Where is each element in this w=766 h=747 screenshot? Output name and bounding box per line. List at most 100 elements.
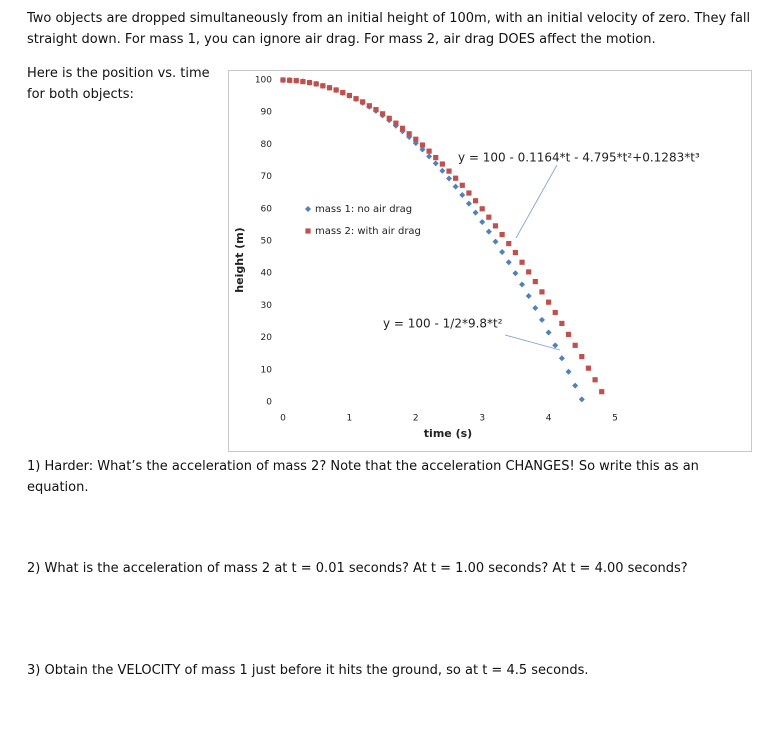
y-tick-label: 40: [261, 269, 273, 279]
data-point: [452, 183, 459, 190]
data-point: [406, 131, 412, 137]
chart-frame: [228, 70, 752, 452]
data-point: [472, 198, 479, 204]
data-point: [585, 365, 592, 371]
leader-line: [515, 164, 558, 239]
data-point: [479, 206, 485, 212]
data-point: [432, 160, 439, 167]
y-tick-label: 50: [261, 237, 273, 247]
data-point: [419, 146, 426, 153]
x-tick-label: 1: [347, 414, 353, 424]
annotation: y = 100 - 1/2*9.8*t²: [383, 317, 503, 331]
data-point: [373, 107, 379, 113]
x-tick-label: 3: [479, 414, 485, 424]
data-point: [579, 353, 585, 360]
data-point: [313, 81, 319, 87]
data-point: [433, 155, 439, 161]
x-tick-label: 5: [612, 414, 618, 424]
data-point: [306, 79, 313, 86]
data-point: [565, 368, 572, 375]
y-tick-label: 100: [255, 76, 272, 86]
data-point: [366, 103, 372, 109]
data-point: [499, 248, 506, 255]
data-point: [439, 167, 446, 174]
data-point: [453, 175, 459, 181]
legend-marker: [305, 206, 311, 212]
data-point: [413, 136, 419, 142]
chart: time (s) height (m) y = 100 - 0.1164*t -…: [228, 70, 752, 452]
annotation: y = 100 - 0.1164*t - 4.795*t²+0.1283*t³: [458, 151, 700, 165]
data-point: [525, 293, 532, 300]
data-point: [399, 125, 406, 131]
data-point: [519, 281, 526, 288]
question: 3) Obtain the VELOCITY of mass 1 just be…: [27, 663, 589, 678]
question: 1) Harder: What’s the acceleration of ma…: [27, 459, 699, 495]
data-point: [539, 289, 545, 295]
data-point: [419, 142, 426, 148]
y-axis-title: height (m): [233, 227, 246, 292]
data-point: [293, 78, 299, 84]
chart-caption: Here is the position vs. time for both o…: [27, 66, 210, 102]
data-point: [552, 342, 559, 349]
legend-marker: [305, 228, 311, 234]
question: 2) What is the acceleration of mass 2 at…: [27, 561, 688, 576]
x-axis-title: time (s): [424, 427, 472, 440]
data-point: [565, 331, 572, 337]
data-point: [485, 228, 492, 235]
data-point: [552, 309, 558, 316]
data-point: [519, 259, 525, 265]
x-tick-label: 4: [546, 414, 552, 424]
data-point: [446, 168, 452, 174]
legend-label: mass 2: with air drag: [315, 226, 421, 237]
data-point: [545, 329, 552, 336]
data-point: [558, 355, 565, 362]
data-point: [393, 120, 399, 126]
data-point: [466, 190, 472, 196]
data-point: [479, 219, 486, 226]
legend-label: mass 1: no air drag: [315, 204, 412, 215]
data-point: [439, 161, 445, 167]
y-tick-label: 30: [261, 301, 273, 311]
data-point: [492, 238, 499, 245]
data-point: [505, 259, 512, 266]
data-point: [499, 231, 505, 238]
data-point: [592, 377, 598, 383]
data-point: [465, 200, 472, 207]
data-point: [492, 223, 499, 229]
data-point: [512, 270, 519, 277]
data-point: [326, 85, 333, 91]
data-point: [380, 111, 386, 117]
x-tick-label: 2: [413, 414, 419, 424]
data-point: [333, 87, 339, 93]
data-point: [506, 240, 512, 247]
data-point: [546, 299, 552, 305]
data-point: [532, 304, 539, 311]
y-tick-label: 0: [266, 398, 272, 408]
data-point: [572, 342, 578, 348]
data-point: [599, 389, 605, 395]
leader-line: [504, 334, 561, 351]
y-tick-label: 70: [261, 172, 273, 182]
data-point: [353, 96, 359, 102]
data-point: [532, 278, 538, 285]
data-point: [572, 382, 579, 389]
data-point: [360, 99, 366, 105]
data-point: [472, 209, 479, 216]
data-point: [320, 83, 326, 89]
data-point: [538, 316, 545, 323]
data-point: [459, 182, 465, 188]
data-point: [459, 191, 466, 198]
data-point: [486, 214, 492, 220]
data-point: [300, 79, 306, 85]
data-point: [386, 115, 392, 121]
x-tick-label: 0: [280, 414, 286, 424]
data-point: [446, 175, 452, 182]
y-tick-label: 20: [261, 333, 273, 343]
data-point: [578, 396, 585, 403]
data-point: [287, 77, 293, 83]
y-tick-label: 10: [261, 365, 273, 375]
intro-text: Two objects are dropped simultaneously f…: [27, 11, 751, 47]
data-point: [280, 77, 286, 83]
data-point: [526, 269, 532, 275]
